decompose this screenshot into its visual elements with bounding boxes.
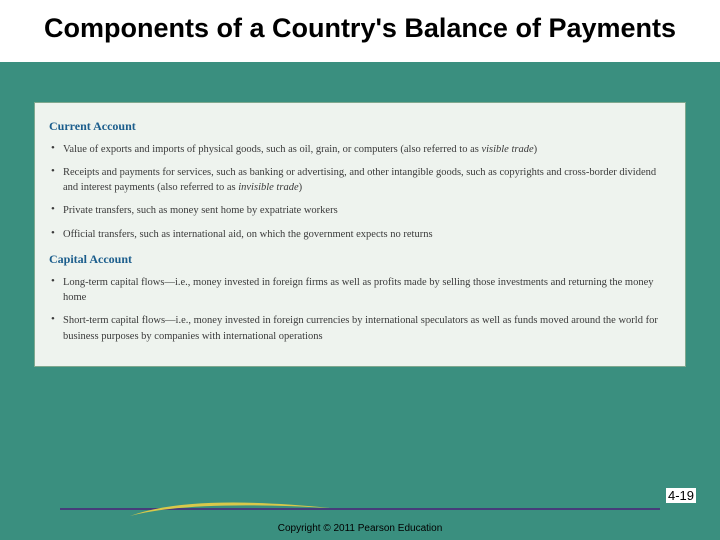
footer-underline bbox=[60, 506, 660, 512]
footer-area: 4-19 Copyright © 2011 Pearson Education bbox=[0, 486, 720, 540]
page-number: 4-19 bbox=[666, 488, 696, 503]
item-italic: visible trade bbox=[481, 144, 533, 155]
bullet-list-current-account: Value of exports and imports of physical… bbox=[49, 138, 671, 246]
item-text-post: ) bbox=[299, 182, 303, 193]
item-text-post: ) bbox=[534, 144, 538, 155]
item-text: Private transfers, such as money sent ho… bbox=[63, 205, 338, 216]
list-item: Official transfers, such as internationa… bbox=[49, 223, 671, 246]
title-area: Components of a Country's Balance of Pay… bbox=[0, 0, 720, 62]
content-box: Current Account Value of exports and imp… bbox=[34, 102, 686, 367]
item-text: Value of exports and imports of physical… bbox=[63, 144, 481, 155]
item-text: Long-term capital flows—i.e., money inve… bbox=[63, 277, 654, 303]
item-text: Official transfers, such as internationa… bbox=[63, 229, 433, 240]
list-item: Long-term capital flows—i.e., money inve… bbox=[49, 271, 671, 309]
swoosh-icon bbox=[130, 498, 330, 522]
section-heading-current-account: Current Account bbox=[49, 119, 671, 134]
item-text: Receipts and payments for services, such… bbox=[63, 167, 656, 193]
list-item: Short-term capital flows—i.e., money inv… bbox=[49, 309, 671, 347]
item-text: Short-term capital flows—i.e., money inv… bbox=[63, 315, 658, 341]
list-item: Private transfers, such as money sent ho… bbox=[49, 199, 671, 222]
copyright-text: Copyright © 2011 Pearson Education bbox=[278, 523, 443, 534]
list-item: Receipts and payments for services, such… bbox=[49, 161, 671, 199]
slide-title: Components of a Country's Balance of Pay… bbox=[20, 12, 700, 46]
section-heading-capital-account: Capital Account bbox=[49, 252, 671, 267]
bullet-list-capital-account: Long-term capital flows—i.e., money inve… bbox=[49, 271, 671, 348]
list-item: Value of exports and imports of physical… bbox=[49, 138, 671, 161]
item-italic: invisible trade bbox=[238, 182, 298, 193]
